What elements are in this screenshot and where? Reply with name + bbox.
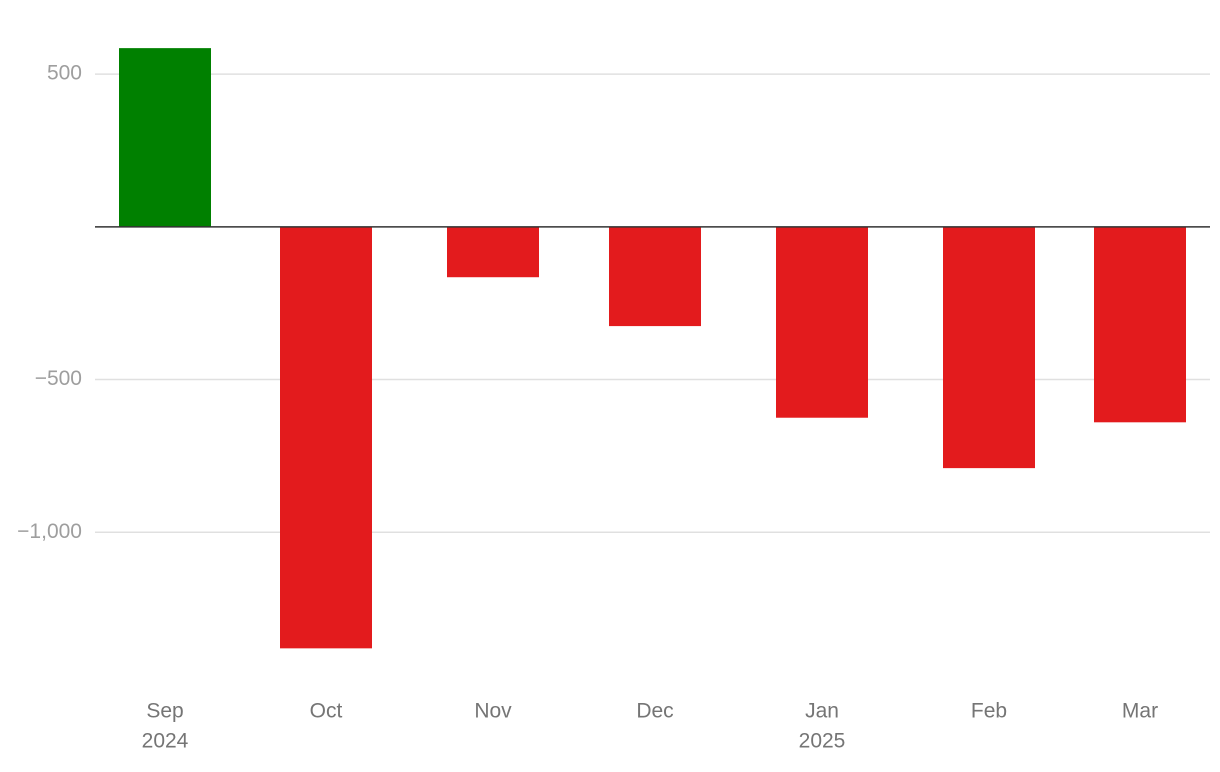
- x-tick-label: Jan: [805, 700, 839, 723]
- x-tick-label: Feb: [971, 700, 1007, 723]
- bar: [447, 226, 539, 278]
- x-year-label: 2024: [142, 730, 189, 753]
- y-tick-label: −500: [35, 367, 82, 390]
- x-tick-label: Dec: [636, 700, 673, 723]
- bar: [1094, 226, 1186, 423]
- bar: [943, 226, 1035, 469]
- x-tick-label: Oct: [310, 700, 343, 723]
- bar: [776, 226, 868, 418]
- y-tick-label: 500: [47, 62, 82, 85]
- x-tick-label: Sep: [146, 700, 183, 723]
- x-tick-label: Nov: [474, 700, 512, 723]
- bar: [119, 48, 211, 227]
- bar: [280, 226, 372, 649]
- x-year-label: 2025: [799, 730, 846, 753]
- y-tick-label: −1,000: [17, 520, 82, 543]
- bar: [609, 226, 701, 327]
- x-tick-label: Mar: [1122, 700, 1158, 723]
